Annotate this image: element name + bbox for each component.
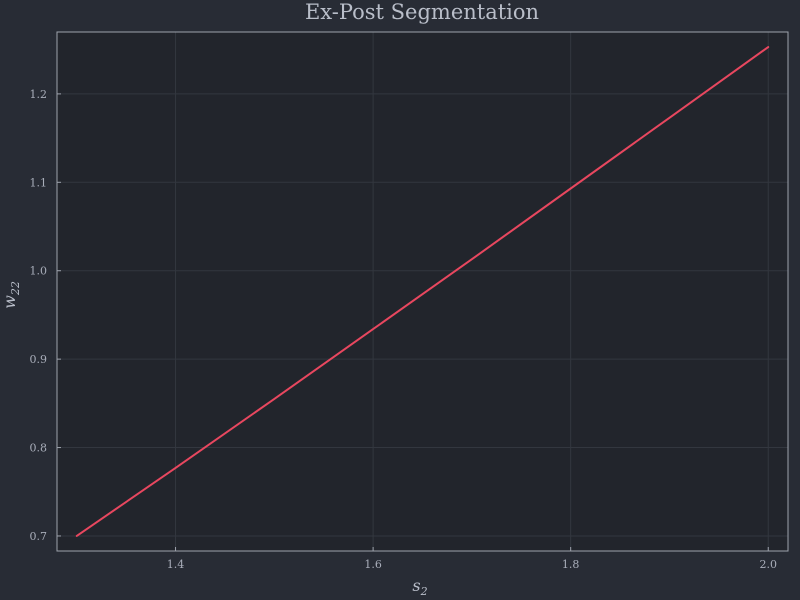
y-tick-label: 1.1 — [30, 176, 48, 189]
x-tick-label: 2.0 — [759, 558, 777, 571]
y-tick-label: 0.7 — [30, 530, 48, 543]
y-axis-label: w22 — [0, 281, 22, 309]
chart-title: Ex-Post Segmentation — [305, 0, 539, 24]
y-axis-ticks: 0.7 0.8 0.9 1.0 1.1 1.2 — [30, 88, 61, 543]
y-tick-label: 1.2 — [30, 88, 48, 101]
grid-lines — [57, 32, 788, 551]
y-axis-label-sub: 22 — [9, 281, 22, 296]
x-axis-label: s2 — [412, 576, 427, 598]
x-axis-ticks: 1.4 1.6 1.8 2.0 — [167, 547, 777, 571]
y-tick-label: 1.0 — [30, 265, 48, 278]
y-tick-label: 0.9 — [30, 353, 48, 366]
y-tick-label: 0.8 — [30, 442, 48, 455]
x-tick-label: 1.4 — [167, 558, 185, 571]
x-axis-label-base: s — [412, 576, 420, 595]
series-layer — [75, 46, 770, 537]
plot-frame — [56, 31, 789, 552]
x-tick-label: 1.8 — [562, 558, 580, 571]
x-tick-label: 1.6 — [364, 558, 382, 571]
x-axis-label-sub: 2 — [420, 585, 428, 598]
series-line-0 — [75, 46, 770, 537]
y-axis-label-base: w — [0, 295, 19, 309]
